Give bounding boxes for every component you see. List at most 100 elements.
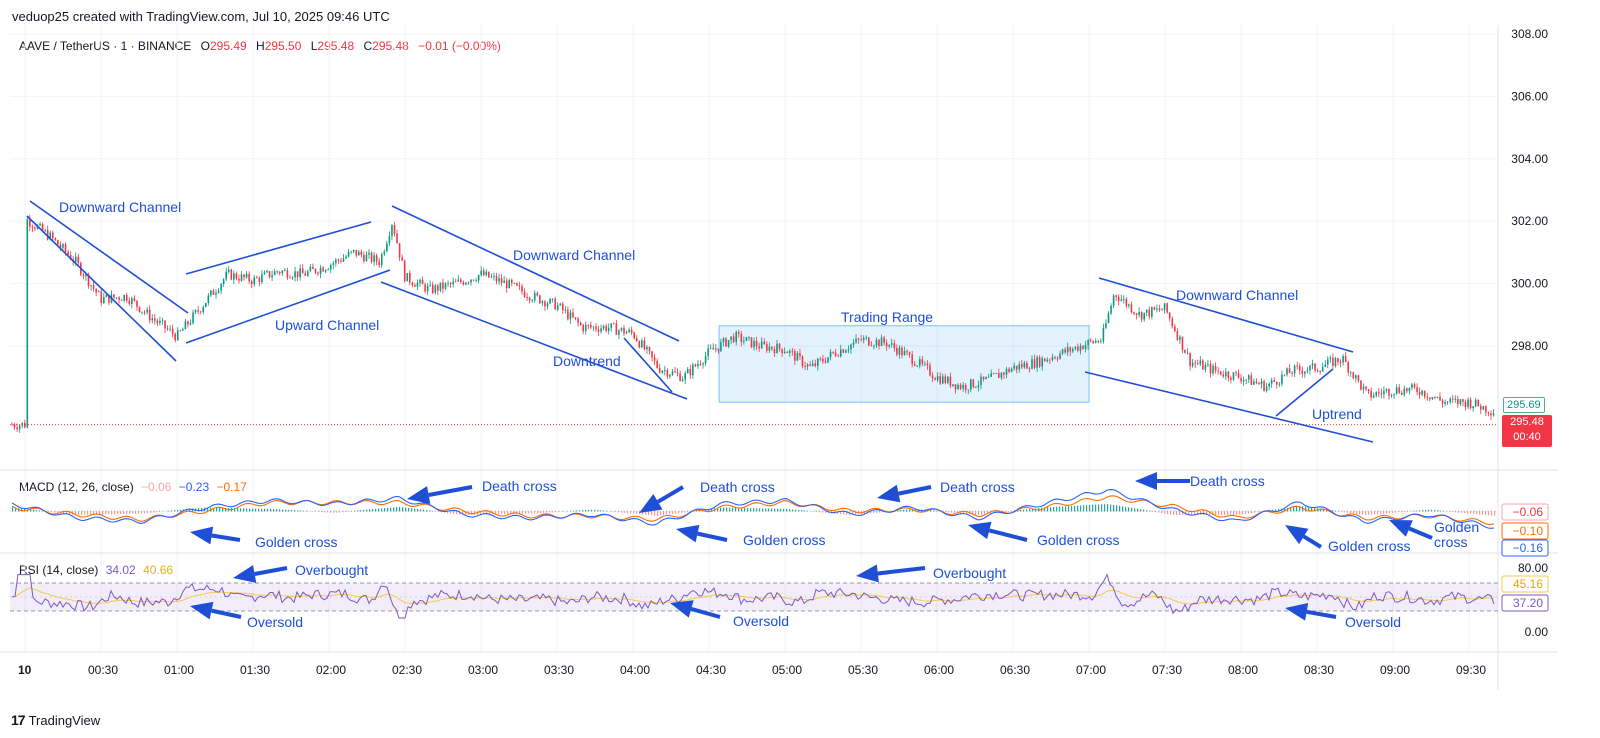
candle-body <box>1140 312 1143 320</box>
macd-histogram-bar <box>138 511 140 514</box>
candle-body <box>1434 397 1436 398</box>
macd-histogram-bar <box>1422 510 1424 512</box>
macd-histogram-bar <box>1119 505 1121 512</box>
rsi-title[interactable]: RSI (14, close) <box>19 563 99 577</box>
time-tick-label: 06:00 <box>924 663 954 677</box>
candle-body <box>1125 298 1128 306</box>
candle-body <box>508 279 511 289</box>
candle-body <box>1337 358 1339 363</box>
macd-histogram-bar <box>312 511 314 512</box>
candle-body <box>998 373 1000 378</box>
candle-body <box>597 329 600 332</box>
candle-body <box>768 346 771 351</box>
candle-body <box>383 251 386 255</box>
candle-body <box>329 264 332 270</box>
annotation-label: Overbought <box>295 562 368 578</box>
macd-title[interactable]: MACD (12, 26, close) <box>19 480 134 494</box>
candle-body <box>554 298 556 310</box>
macd-histogram-bar <box>1479 511 1481 515</box>
tradingview-logo[interactable]: 17 TradingView <box>11 712 100 728</box>
candle-body <box>516 282 518 286</box>
candle-body <box>225 271 227 280</box>
candle-body <box>350 251 352 253</box>
candle-body <box>227 269 230 272</box>
candle-body <box>286 270 289 278</box>
macd-histogram-bar <box>249 508 251 512</box>
macd-histogram-bar <box>1044 507 1046 512</box>
candle-body <box>1421 390 1423 395</box>
macd-histogram-bar <box>486 511 488 515</box>
change-value: −0.01 (−0.00%) <box>418 39 501 53</box>
macd-histogram-bar <box>315 511 317 512</box>
candle-body <box>804 365 806 367</box>
rsi-legend[interactable]: RSI (14, close) 34.02 40.66 <box>19 563 173 577</box>
candle-body <box>870 345 873 347</box>
rsi-line <box>11 573 1495 619</box>
candle-body <box>1301 370 1304 374</box>
time-tick-label: 08:00 <box>1228 663 1258 677</box>
candle-body <box>898 347 901 355</box>
trend-drawings <box>26 200 1374 443</box>
candle-body <box>365 254 368 262</box>
macd-histogram-bar <box>1260 511 1262 512</box>
candle-body <box>1199 360 1202 365</box>
candle-body <box>1227 371 1230 378</box>
macd-histogram-bar <box>651 511 653 516</box>
candle-body <box>136 300 138 307</box>
candle-body <box>913 364 916 366</box>
candle-body <box>187 321 189 325</box>
candle-body <box>625 332 628 334</box>
macd-histogram-bar <box>225 507 227 512</box>
macd-histogram-bar <box>585 509 587 512</box>
candle-body <box>235 273 238 279</box>
macd-histogram-bar <box>189 508 191 512</box>
candle-body <box>1115 295 1117 297</box>
trend-line <box>380 281 688 400</box>
macd-histogram-bar <box>273 509 275 512</box>
macd-histogram-bar <box>384 508 386 512</box>
candle-body <box>1449 398 1451 402</box>
candle-body <box>182 329 184 331</box>
candle-body <box>495 275 498 282</box>
candle-body <box>725 338 727 347</box>
macd-histogram-bar <box>939 511 941 512</box>
candle-body <box>623 327 625 334</box>
macd-histogram-bar <box>1347 511 1349 513</box>
symbol-legend[interactable]: AAVE / TetherUS · 1 · BINANCE O295.49 H2… <box>19 39 501 53</box>
candle-body <box>482 270 485 276</box>
candle-body <box>564 309 567 311</box>
candle-body <box>154 318 156 321</box>
candle-body <box>908 352 911 355</box>
macd-histogram-bar <box>291 510 293 512</box>
candle-body <box>291 277 294 279</box>
symbol-name[interactable]: AAVE / TetherUS · 1 · BINANCE <box>19 39 192 53</box>
macd-histogram-bar <box>882 511 884 513</box>
macd-histogram-bar <box>1494 511 1496 516</box>
candle-body <box>1148 309 1151 317</box>
candle-body <box>582 325 584 332</box>
candle-body <box>1069 347 1072 352</box>
macd-histogram-bar <box>723 507 725 512</box>
candle-body <box>1296 365 1298 367</box>
candle-body <box>199 311 202 313</box>
annotation-arrow-head <box>670 600 694 618</box>
candle-body <box>1270 380 1273 384</box>
macd-histogram-bar <box>396 507 398 512</box>
price-tick-label: 306.00 <box>1511 89 1548 103</box>
candle-body <box>1413 384 1416 388</box>
annotation-arrow-shaft <box>211 533 241 542</box>
time-tick-label: 04:00 <box>620 663 650 677</box>
candle-body <box>643 340 646 350</box>
macd-histogram-bar <box>498 511 500 515</box>
macd-histogram-bar <box>1098 504 1100 512</box>
candle-body <box>465 282 467 285</box>
macd-legend[interactable]: MACD (12, 26, close) −0.06 −0.23 −0.17 <box>19 480 247 494</box>
candle-body <box>1110 305 1112 314</box>
candle-body <box>796 353 799 361</box>
candle-body <box>1314 363 1316 371</box>
candle-body <box>827 357 829 363</box>
candle-body <box>839 349 842 357</box>
candle-body <box>602 325 605 329</box>
candle-body <box>143 311 146 313</box>
